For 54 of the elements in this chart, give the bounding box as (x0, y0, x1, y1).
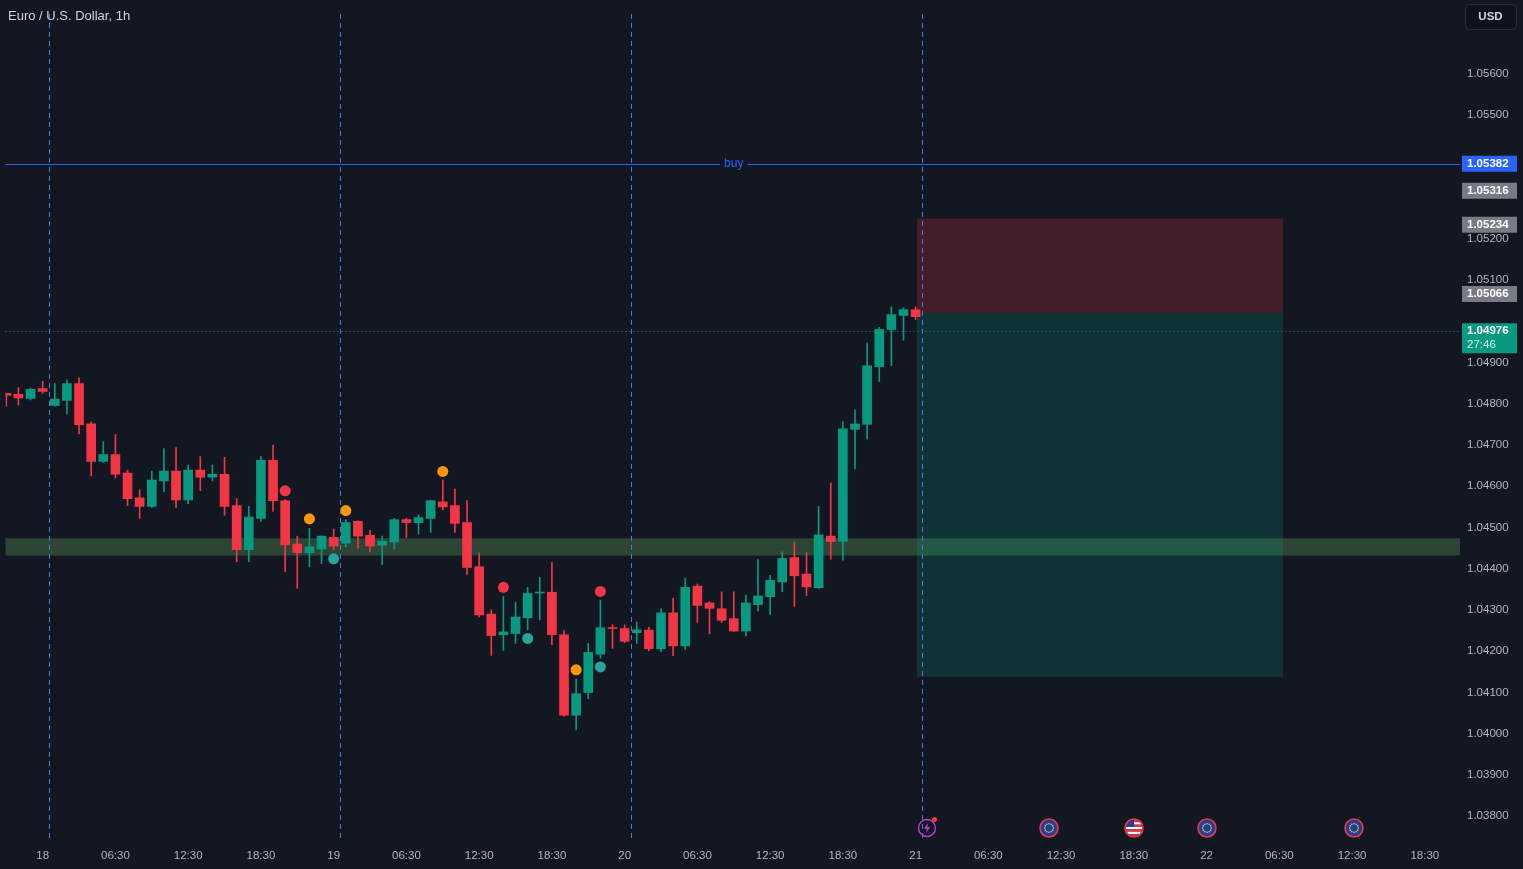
candlestick (292, 535, 303, 589)
x-tick-label: 12:30 (755, 849, 785, 862)
x-tick-label: 18:30 (246, 849, 276, 862)
annotation: buy (724, 155, 744, 170)
y-tick-label: 1.05600 (1467, 66, 1509, 79)
y-tick-label: 1.05200 (1467, 231, 1509, 244)
y-tick-label: 1.03800 (1467, 809, 1509, 822)
y-tick-label: 1.04600 (1467, 479, 1509, 492)
x-tick-label: 06:30 (973, 849, 1003, 862)
x-tick-label: 18:30 (1410, 849, 1440, 862)
candlestick (850, 409, 860, 470)
x-tick-label: 20 (618, 849, 632, 862)
y-tick-label: 1.04100 (1467, 685, 1509, 698)
y-tick-label: 1.05500 (1467, 108, 1509, 121)
x-tick-label: 18 (36, 849, 50, 862)
x-tick-label: 19 (327, 849, 341, 862)
x-tick-label: 12:30 (464, 849, 494, 862)
y-axis-title: USD (1478, 10, 1503, 23)
candlestick (437, 479, 448, 511)
x-tick-label: 06:30 (101, 849, 130, 862)
y-tick-label: 1.05066 (1467, 287, 1509, 300)
x-tick-label: 18:30 (537, 849, 567, 862)
x-tick-label: 12:30 (1046, 849, 1076, 862)
candlestick (753, 559, 763, 612)
x-tick-label: 12:30 (1337, 849, 1367, 862)
y-tick-label: 1.04200 (1467, 644, 1509, 657)
y-tick-label: 1.04800 (1467, 396, 1509, 409)
y-tick-label: 1.04500 (1467, 520, 1509, 533)
y-tick-label: 1.05234 (1467, 217, 1510, 230)
y-tick-label: 1.05100 (1467, 273, 1509, 286)
text: 27:46 (1467, 338, 1496, 351)
y-tick-label: 1.04300 (1467, 603, 1509, 616)
chart-title: Euro / U.S. Dollar, 1h (8, 7, 131, 23)
y-tick-label: 1.05316 (1467, 184, 1509, 197)
candlestick (159, 448, 169, 492)
x-tick-label: 18:30 (1119, 849, 1149, 862)
x-tick-label: 22 (1200, 849, 1213, 862)
x-tick-label: 21 (909, 849, 923, 862)
y-tick-label: 1.04700 (1467, 438, 1509, 451)
x-tick-label: 12:30 (173, 849, 203, 862)
y-tick-label: 1.03900 (1467, 768, 1509, 781)
ref-line-label: 1.05382 (1467, 156, 1509, 169)
candlestick (377, 535, 387, 565)
candlestick (195, 456, 206, 492)
candlestick (631, 621, 642, 644)
ref-line-label: 1.04976 (1467, 324, 1509, 337)
y-tick-label: 1.04400 (1467, 561, 1509, 574)
candlestick (825, 482, 836, 560)
x-tick-label: 18:30 (828, 849, 858, 862)
x-tick-label: 06:30 (683, 849, 712, 862)
y-tick-label: 1.04000 (1467, 726, 1509, 739)
y-tick-label: 1.04900 (1467, 355, 1509, 368)
x-tick-label: 06:30 (392, 849, 421, 862)
x-tick-label: 06:30 (1264, 849, 1294, 862)
